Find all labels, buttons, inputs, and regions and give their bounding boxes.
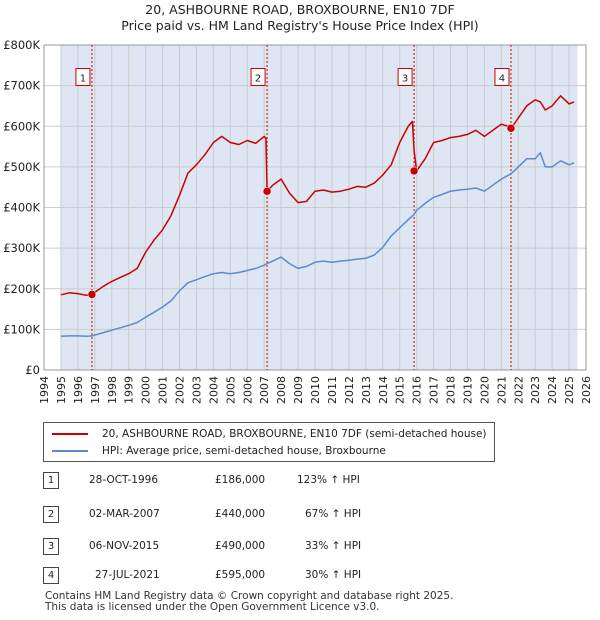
x-tick-label: 2019 (461, 376, 474, 404)
sale-marker-label: 3 (402, 74, 408, 85)
sale-marker-label: 2 (255, 74, 261, 85)
x-tick-label: 2010 (309, 376, 322, 404)
transaction-price: £440,000 (215, 508, 266, 520)
x-tick-label: 1995 (55, 376, 68, 404)
chart-subtitle: Price paid vs. HM Land Registry's House … (121, 18, 479, 33)
x-tick-label: 2015 (394, 376, 407, 404)
x-tick-label: 2020 (478, 376, 491, 404)
transaction-row: 3 06-NOV-2015 £490,000 33% ↑ HPI (43, 538, 563, 556)
sale-point (506, 124, 516, 133)
y-tick-label: £800K (3, 38, 40, 52)
sale-point (87, 290, 97, 299)
x-tick-label: 2024 (546, 376, 559, 404)
x-tick-label: 2014 (377, 376, 390, 404)
x-tick-label: 2001 (157, 376, 170, 404)
sale-marker-box (397, 68, 413, 86)
legend-swatch-hpi (52, 450, 88, 452)
sale-marker-label: 1 (80, 74, 86, 85)
transaction-hpi: 30% ↑ HPI (305, 569, 362, 581)
x-tick-label: 1998 (106, 376, 119, 404)
y-tick-label: £300K (3, 241, 40, 255)
x-tick-label: 2026 (580, 376, 593, 404)
y-tick-label: £600K (3, 119, 40, 133)
x-tick-label: 2018 (445, 376, 458, 404)
sale-marker-label: 4 (499, 74, 505, 85)
sale-marker-box (250, 68, 266, 86)
legend-swatch-property (52, 433, 88, 435)
y-tick-label: £100K (3, 322, 40, 336)
x-tick-label: 2006 (241, 376, 254, 404)
legend: 20, ASHBOURNE ROAD, BROXBOURNE, EN10 7DF… (43, 422, 495, 462)
y-tick-label: £200K (3, 282, 40, 296)
transaction-date: 06-NOV-2015 (89, 540, 160, 552)
transaction-row: 2 02-MAR-2007 £440,000 67% ↑ HPI (43, 506, 563, 524)
price-chart: £0 £100K £200K £300K £400K £500K £600K £700K £80… (3, 38, 593, 404)
legend-item-property: 20, ASHBOURNE ROAD, BROXBOURNE, EN10 7DF… (52, 426, 487, 442)
transaction-hpi: 67% ↑ HPI (305, 508, 362, 520)
x-tick-label: 1999 (123, 376, 136, 404)
transaction-number-badge: 1 (43, 472, 59, 489)
sale-marker-box (75, 68, 91, 86)
property-price-line (60, 95, 575, 297)
x-tick-label: 2002 (174, 376, 187, 404)
x-tick-label: 2007 (258, 376, 271, 404)
legend-label-hpi: HPI: Average price, semi-detached house,… (102, 445, 386, 457)
footer-licence: This data is licensed under the Open Gov… (45, 601, 380, 613)
x-tick-label: 1994 (38, 376, 51, 404)
transaction-number-badge: 4 (43, 567, 59, 584)
x-tick-label: 2009 (292, 376, 305, 404)
sale-point (262, 187, 272, 196)
sale-marker-box (494, 68, 510, 86)
chart-title: 20, ASHBOURNE ROAD, BROXBOURNE, EN10 7DF (145, 2, 455, 17)
x-tick-label: 2023 (529, 376, 542, 404)
transaction-number-badge: 2 (43, 506, 59, 523)
transaction-date: 28-OCT-1996 (89, 474, 158, 486)
x-tick-label: 1997 (89, 376, 102, 404)
transaction-row: 1 28-OCT-1996 £186,000 123% ↑ HPI (43, 472, 563, 490)
y-tick-label: £500K (3, 160, 40, 174)
x-tick-label: 2008 (275, 376, 288, 404)
x-tick-label: 2005 (224, 376, 237, 404)
x-tick-label: 2025 (563, 376, 576, 404)
x-tick-label: 2017 (428, 376, 441, 404)
plot-frame (43, 44, 587, 371)
x-tick-label: 2012 (343, 376, 356, 404)
legend-label-property: 20, ASHBOURNE ROAD, BROXBOURNE, EN10 7DF… (102, 428, 487, 440)
x-tick-label: 2021 (495, 376, 508, 404)
transaction-hpi: 123% ↑ HPI (297, 474, 360, 486)
y-tick-label: £400K (3, 201, 40, 215)
sale-point (409, 166, 419, 176)
transaction-price: £490,000 (215, 540, 266, 552)
x-tick-label: 2004 (207, 376, 220, 404)
x-tick-label: 2013 (360, 376, 373, 404)
x-tick-label: 2011 (326, 376, 339, 404)
transaction-hpi: 33% ↑ HPI (305, 540, 362, 552)
transaction-number-badge: 3 (43, 538, 59, 555)
x-tick-label: 1996 (72, 376, 85, 404)
x-tick-label: 2022 (512, 376, 525, 404)
footer-copyright: Contains HM Land Registry data © Crown c… (45, 590, 454, 602)
legend-item-hpi: HPI: Average price, semi-detached house,… (52, 443, 386, 459)
hpi-line (60, 151, 575, 338)
x-tick-label: 2003 (190, 376, 203, 404)
transaction-price: £595,000 (215, 569, 266, 581)
x-tick-label: 2000 (140, 376, 153, 404)
transaction-price: £186,000 (215, 474, 266, 486)
transaction-date: 02-MAR-2007 (89, 508, 160, 520)
y-tick-label: £0 (25, 363, 40, 377)
transaction-date: 27-JUL-2021 (95, 569, 160, 581)
y-tick-label: £700K (3, 79, 40, 93)
transaction-row: 4 27-JUL-2021 £595,000 30% ↑ HPI (43, 567, 563, 585)
x-tick-label: 2016 (411, 376, 424, 404)
